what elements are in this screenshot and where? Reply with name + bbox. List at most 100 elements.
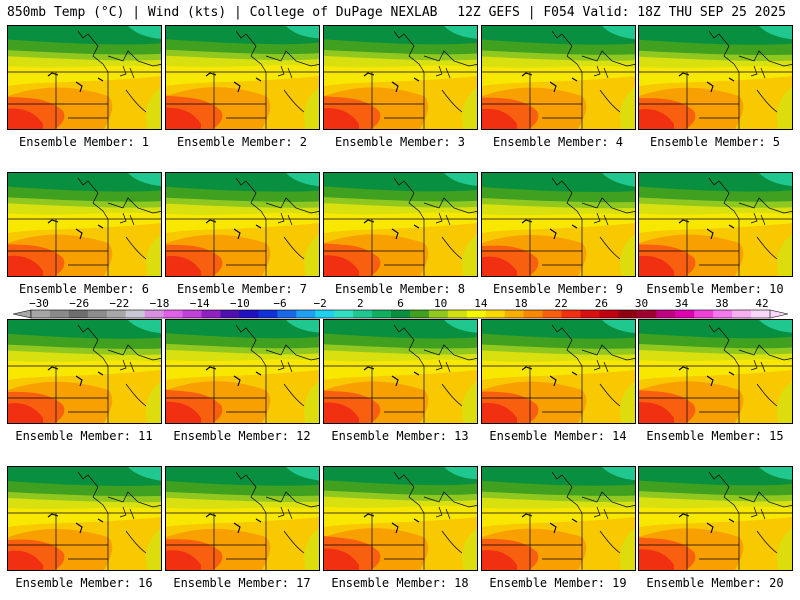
colorbar-swatch	[68, 310, 89, 318]
colorbar-tick-label: 42	[755, 298, 768, 310]
colorbar-tick-label: 2	[357, 298, 364, 310]
colorbar-swatch	[391, 310, 411, 318]
colorbar-swatch	[353, 310, 373, 318]
member-label-19: Ensemble Member: 19	[489, 576, 627, 590]
colorbar-tick-label: 22	[555, 298, 568, 310]
colorbar-swatch	[239, 310, 259, 318]
member-label-15: Ensemble Member: 15	[646, 429, 784, 443]
colorbar-swatch	[618, 310, 638, 318]
colorbar-swatch	[125, 310, 146, 318]
colorbar-swatch	[31, 310, 51, 318]
member-map-13	[323, 319, 478, 424]
colorbar-tick-label: −10	[230, 298, 250, 310]
colorbar-swatch	[504, 310, 525, 318]
colorbar-tick-label: −18	[150, 298, 170, 310]
colorbar-swatch	[675, 310, 695, 318]
colorbar-tick-label: 10	[434, 298, 447, 310]
member-label-11: Ensemble Member: 11	[15, 429, 153, 443]
colorbar-swatch	[409, 310, 430, 318]
model-run-info: 12Z GEFS | F054 Valid: 18Z THU SEP 25 20…	[457, 5, 786, 20]
member-label-17: Ensemble Member: 17	[173, 576, 311, 590]
member-map-19	[481, 466, 636, 571]
colorbar-swatch	[713, 310, 733, 318]
member-label-2: Ensemble Member: 2	[176, 135, 308, 149]
colorbar-tick-label: −26	[69, 298, 89, 310]
member-map-2	[165, 25, 320, 130]
colorbar-tick-label: −22	[109, 298, 129, 310]
colorbar-swatch	[599, 310, 619, 318]
colorbar-swatch	[163, 310, 184, 318]
member-label-7: Ensemble Member: 7	[176, 282, 308, 296]
colorbar-swatch	[315, 310, 335, 318]
colorbar-tick-label: −2	[314, 298, 327, 310]
member-label-10: Ensemble Member: 10	[646, 282, 784, 296]
colorbar-tick-label: 30	[635, 298, 648, 310]
member-label-13: Ensemble Member: 13	[331, 429, 469, 443]
colorbar-tick-label: 14	[474, 298, 488, 310]
member-map-8	[323, 172, 478, 277]
colorbar-swatch	[220, 310, 240, 318]
colorbar-swatch	[751, 310, 771, 318]
member-label-6: Ensemble Member: 6	[18, 282, 150, 296]
member-label-14: Ensemble Member: 14	[489, 429, 627, 443]
colorbar-tick-label: 6	[397, 298, 404, 310]
member-label-18: Ensemble Member: 18	[331, 576, 469, 590]
colorbar-swatch	[732, 310, 752, 318]
member-map-7	[165, 172, 320, 277]
member-label-1: Ensemble Member: 1	[18, 135, 150, 149]
colorbar-swatch	[296, 310, 316, 318]
colorbar-swatch	[428, 310, 449, 318]
member-map-3	[323, 25, 478, 130]
member-map-6	[7, 172, 162, 277]
temperature-colorbar: −30 −26 −22 −18 −14 −10 −6 −2 2 6 10 14 18 22 26 30 34 38…	[13, 298, 788, 319]
member-map-20	[638, 466, 793, 571]
colorbar-swatch	[656, 310, 676, 318]
colorbar-swatch	[334, 310, 354, 318]
member-label-8: Ensemble Member: 8	[334, 282, 466, 296]
colorbar-swatch	[523, 310, 544, 318]
member-map-9	[481, 172, 636, 277]
colorbar-tick-label: −30	[29, 298, 49, 310]
member-map-5	[638, 25, 793, 130]
member-map-15	[638, 319, 793, 424]
member-label-4: Ensemble Member: 4	[492, 135, 624, 149]
member-map-17	[165, 466, 320, 571]
colorbar-swatch	[485, 310, 506, 318]
colorbar-swatch	[182, 310, 203, 318]
colorbar-swatch	[580, 310, 600, 318]
colorbar-swatch	[447, 310, 468, 318]
member-map-18	[323, 466, 478, 571]
colorbar-swatch	[637, 310, 657, 318]
member-map-1	[7, 25, 162, 130]
colorbar-swatch	[87, 310, 108, 318]
member-label-9: Ensemble Member: 9	[492, 282, 624, 296]
colorbar-tick-label: −6	[273, 298, 286, 310]
colorbar-swatch	[542, 310, 563, 318]
member-label-16: Ensemble Member: 16	[15, 576, 153, 590]
map-title: 850mb Temp (°C) | Wind (kts) | College o…	[7, 5, 438, 20]
colorbar-swatch	[258, 310, 278, 318]
member-map-14	[481, 319, 636, 424]
colorbar-swatch	[694, 310, 714, 318]
colorbar-arrow-right	[769, 309, 788, 319]
colorbar-swatch	[49, 310, 70, 318]
member-map-11	[7, 319, 162, 424]
colorbar-swatch	[372, 310, 392, 318]
colorbar-tick-label: −14	[190, 298, 210, 310]
colorbar-arrow-left	[13, 309, 32, 319]
colorbar-tick-label: 26	[595, 298, 608, 310]
colorbar-tick-label: 18	[514, 298, 527, 310]
colorbar-swatch	[466, 310, 487, 318]
member-label-3: Ensemble Member: 3	[334, 135, 466, 149]
member-map-10	[638, 172, 793, 277]
colorbar-swatch	[144, 310, 165, 318]
colorbar-tick-label: 38	[715, 298, 728, 310]
colorbar-swatch	[201, 310, 221, 318]
colorbar-swatch	[106, 310, 127, 318]
member-label-5: Ensemble Member: 5	[649, 135, 781, 149]
colorbar-swatch	[561, 310, 582, 318]
member-map-4	[481, 25, 636, 130]
member-map-16	[7, 466, 162, 571]
member-label-12: Ensemble Member: 12	[173, 429, 311, 443]
colorbar-tick-label: 34	[675, 298, 689, 310]
